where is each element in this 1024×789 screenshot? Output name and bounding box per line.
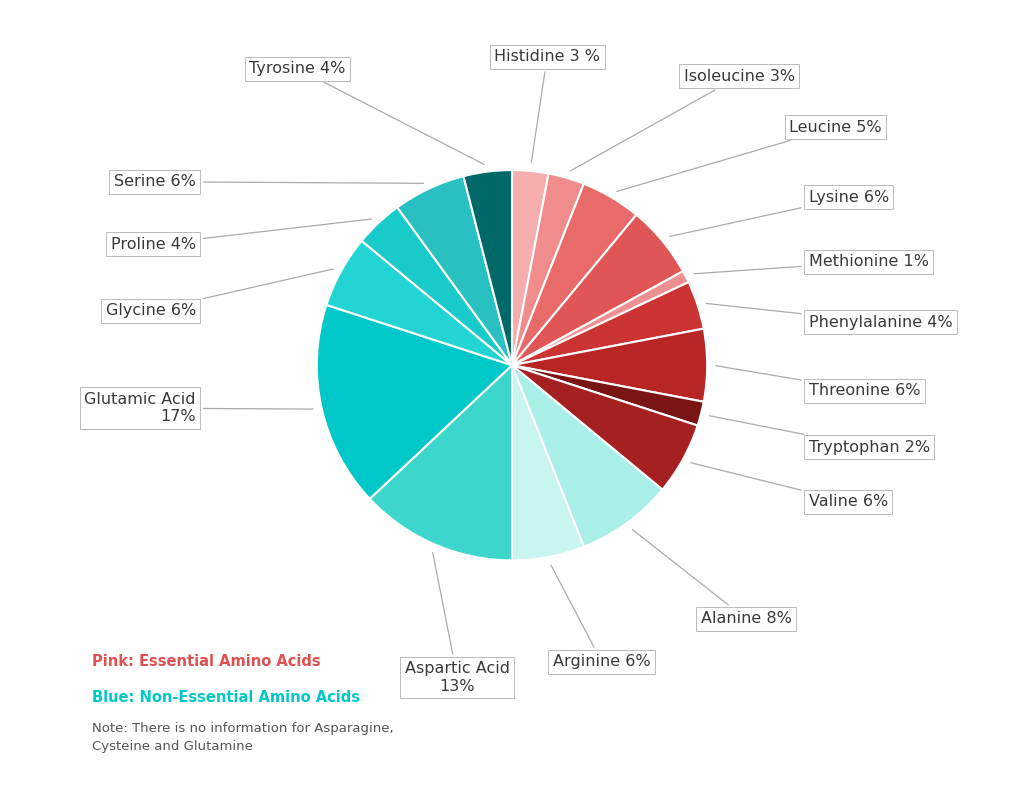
Text: Glycine 6%: Glycine 6% [105, 269, 333, 318]
Wedge shape [512, 329, 708, 402]
Wedge shape [512, 174, 584, 365]
Text: Lysine 6%: Lysine 6% [670, 190, 889, 237]
Wedge shape [370, 365, 512, 560]
Wedge shape [512, 184, 636, 365]
Text: Histidine 3 %: Histidine 3 % [495, 50, 600, 163]
Text: Serine 6%: Serine 6% [114, 174, 424, 189]
Text: Isoleucine 3%: Isoleucine 3% [570, 69, 795, 171]
Text: Tyrosine 4%: Tyrosine 4% [249, 61, 484, 165]
Text: Blue: Non-Essential Amino Acids: Blue: Non-Essential Amino Acids [92, 690, 360, 705]
Wedge shape [512, 365, 697, 490]
Text: Pink: Essential Amino Acids: Pink: Essential Amino Acids [92, 654, 321, 669]
Wedge shape [512, 365, 584, 560]
Text: Tryptophan 2%: Tryptophan 2% [710, 416, 930, 454]
Text: Phenylalanine 4%: Phenylalanine 4% [706, 304, 952, 330]
Text: Proline 4%: Proline 4% [111, 219, 372, 252]
Wedge shape [512, 365, 703, 425]
Wedge shape [397, 176, 512, 365]
Text: Methionine 1%: Methionine 1% [694, 254, 929, 274]
Text: Glutamic Acid
17%: Glutamic Acid 17% [84, 392, 313, 424]
Wedge shape [316, 305, 512, 499]
Wedge shape [512, 170, 549, 365]
Text: Alanine 8%: Alanine 8% [633, 529, 792, 626]
Wedge shape [512, 365, 663, 547]
Text: Valine 6%: Valine 6% [691, 462, 888, 510]
Text: Aspartic Acid
13%: Aspartic Acid 13% [404, 552, 510, 694]
Wedge shape [512, 215, 683, 365]
Wedge shape [512, 271, 688, 365]
Wedge shape [361, 208, 512, 365]
Wedge shape [327, 241, 512, 365]
Wedge shape [512, 282, 703, 365]
Wedge shape [464, 170, 512, 365]
Text: Note: There is no information for Asparagine,
Cysteine and Glutamine: Note: There is no information for Aspara… [92, 723, 394, 753]
Text: Threonine 6%: Threonine 6% [716, 365, 921, 398]
Text: Arginine 6%: Arginine 6% [551, 565, 650, 669]
Text: Leucine 5%: Leucine 5% [617, 120, 882, 192]
